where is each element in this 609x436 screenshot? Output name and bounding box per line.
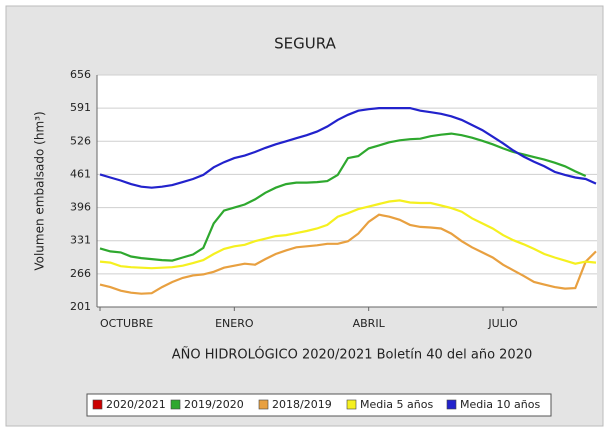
y-axis-label: Volumen embalsado (hm³) (33, 111, 47, 270)
series-line (99, 107, 597, 189)
legend-label: Media 5 años (360, 398, 433, 411)
x-tick-label: ABRIL (353, 317, 386, 330)
legend-label: 2018/2019 (272, 398, 332, 411)
legend-swatch (170, 399, 181, 410)
series-line (99, 132, 587, 262)
legend-swatch (346, 399, 357, 410)
y-tick-label: 526 (70, 134, 91, 147)
y-tick-label: 266 (70, 267, 91, 280)
legend (86, 393, 552, 417)
y-tick-label: 331 (70, 234, 91, 247)
y-tick-label: 656 (70, 68, 91, 81)
legend-label: Media 10 años (460, 398, 540, 411)
series-line (99, 213, 597, 295)
y-tick-label: 591 (70, 101, 91, 114)
chart-title: SEGURA (274, 35, 336, 53)
x-tick-label: OCTUBRE (100, 317, 153, 330)
legend-swatch (92, 399, 103, 410)
x-tick-label: ENERO (215, 317, 254, 330)
legend-swatch (258, 399, 269, 410)
legend-label: 2019/2020 (184, 398, 244, 411)
y-tick-label: 461 (70, 167, 91, 180)
x-axis-label: AÑO HIDROLÓGICO 2020/2021 Boletín 40 del… (172, 347, 533, 363)
legend-label: 2020/2021 (106, 398, 166, 411)
legend-swatch (446, 399, 457, 410)
y-tick-label: 201 (70, 300, 91, 313)
series-line (99, 199, 597, 270)
x-tick-label: JULIO (487, 317, 518, 330)
plot-area (97, 75, 597, 307)
y-tick-label: 396 (70, 201, 91, 214)
